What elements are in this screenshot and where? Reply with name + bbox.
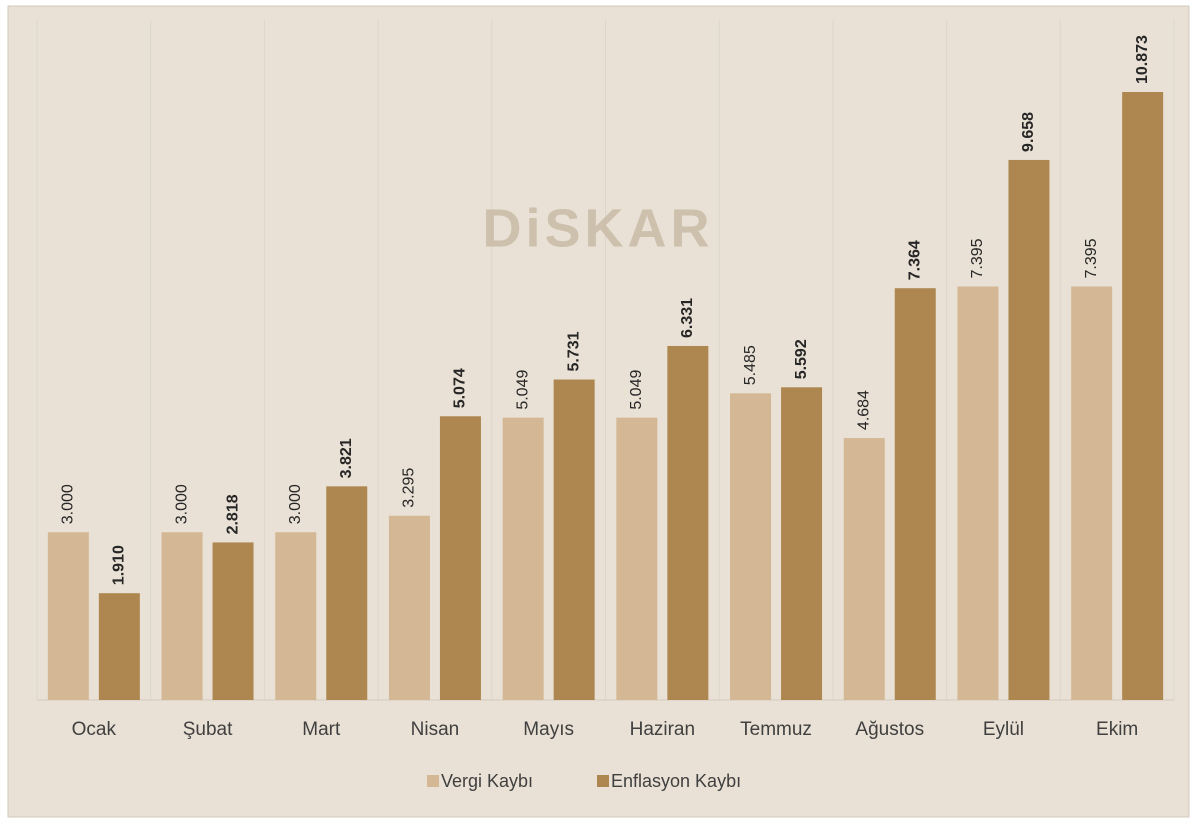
bar [161, 532, 203, 700]
data-label: 3.000 [287, 484, 304, 524]
data-label: 5.731 [565, 331, 582, 371]
x-tick-label: Temmuz [740, 719, 812, 740]
data-label: 2.818 [224, 494, 241, 534]
bar [275, 532, 317, 700]
x-tick-label: Ağustos [855, 719, 924, 740]
legend-swatch [597, 775, 609, 787]
bar [730, 393, 772, 700]
legend-label: Vergi Kaybı [441, 771, 533, 791]
data-label: 1.910 [111, 545, 128, 585]
data-label: 6.331 [679, 298, 696, 338]
bar [957, 286, 999, 700]
bar [667, 345, 709, 700]
data-label: 4.684 [855, 390, 872, 430]
data-label: 7.395 [1083, 238, 1100, 278]
x-tick-label: Nisan [411, 719, 460, 740]
data-label: 3.000 [173, 484, 190, 524]
x-tick-label: Mart [302, 719, 341, 740]
bar [1122, 92, 1164, 700]
x-tick-label: Mayıs [523, 719, 574, 740]
data-label: 7.395 [969, 238, 986, 278]
watermark-text: DiSKAR [482, 198, 713, 258]
bar [439, 416, 481, 700]
data-label: 7.364 [906, 240, 923, 280]
data-label: 3.821 [338, 438, 355, 478]
legend-label: Enflasyon Kaybı [611, 771, 741, 791]
bar [98, 593, 140, 700]
bar [616, 417, 658, 700]
bar [843, 438, 885, 700]
x-tick-label: Ekim [1096, 719, 1138, 740]
bar [1071, 286, 1113, 700]
x-tick-label: Şubat [183, 719, 233, 740]
bar [894, 288, 936, 700]
legend-swatch [427, 775, 439, 787]
bar [1008, 159, 1050, 700]
bar [553, 379, 595, 700]
data-label: 5.592 [793, 339, 810, 379]
x-tick-label: Eylül [983, 719, 1024, 740]
bar [781, 387, 823, 700]
x-tick-label: Ocak [72, 719, 117, 740]
bar [388, 515, 430, 700]
bar [47, 532, 89, 700]
bar [212, 542, 254, 700]
x-tick-label: Haziran [630, 719, 695, 740]
data-label: 3.000 [60, 484, 77, 524]
bar [326, 486, 368, 700]
data-label: 5.074 [452, 368, 469, 408]
data-label: 10.873 [1134, 35, 1151, 84]
data-label: 9.658 [1020, 112, 1037, 152]
data-label: 3.295 [401, 468, 418, 508]
data-label: 5.049 [514, 370, 531, 410]
data-label: 5.049 [628, 370, 645, 410]
bar [502, 417, 544, 700]
data-label: 5.485 [742, 345, 759, 385]
